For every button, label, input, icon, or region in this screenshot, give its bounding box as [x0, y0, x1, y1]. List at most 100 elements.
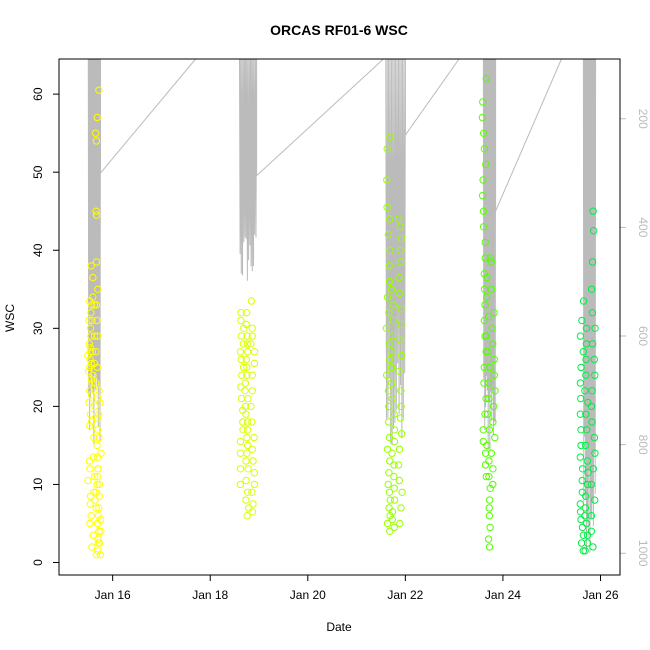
data-point	[84, 367, 93, 375]
data-point	[489, 480, 497, 489]
data-point	[390, 426, 399, 434]
data-point	[386, 496, 394, 504]
data-point	[93, 363, 102, 372]
data-point	[89, 531, 98, 539]
data-point	[92, 207, 100, 215]
data-point	[242, 355, 251, 364]
data-point	[385, 402, 393, 411]
data-point	[484, 410, 492, 418]
data-point	[383, 371, 391, 379]
data-point	[90, 332, 99, 340]
data-point	[486, 523, 494, 532]
data-point	[248, 371, 257, 379]
data-point	[395, 215, 403, 223]
data-point	[386, 355, 394, 364]
right-axis-tick-label: 1000	[636, 540, 650, 567]
data-point	[388, 508, 397, 516]
data-point	[576, 508, 585, 516]
y-axis-label: WSC	[3, 304, 17, 332]
data-point	[237, 316, 245, 325]
data-point	[482, 472, 490, 481]
data-point	[576, 332, 585, 340]
data-point	[95, 387, 103, 395]
x-tick-label: Jan 20	[290, 588, 326, 602]
data-point	[89, 453, 98, 461]
data-point	[243, 433, 251, 442]
data-point	[490, 371, 498, 379]
x-tick-label: Jan 18	[192, 588, 228, 602]
data-point	[480, 379, 488, 387]
y-tick-label: 0	[31, 559, 45, 566]
data-point	[390, 496, 399, 504]
data-point	[577, 394, 585, 403]
data-point	[487, 285, 496, 293]
data-point	[397, 504, 405, 512]
data-point	[250, 348, 259, 356]
data-point	[582, 410, 590, 418]
data-point	[589, 465, 597, 473]
data-point	[237, 394, 246, 403]
data-point	[479, 176, 487, 184]
data-point	[92, 137, 101, 145]
data-point	[242, 320, 250, 329]
data-point	[385, 504, 393, 512]
data-point	[485, 472, 493, 481]
data-point	[480, 145, 489, 153]
data-point	[86, 387, 94, 395]
data-point	[388, 379, 396, 387]
data-point	[87, 418, 96, 426]
data-point	[93, 414, 102, 422]
data-point	[96, 551, 105, 559]
data-point	[85, 340, 94, 348]
data-point	[390, 484, 398, 492]
data-point	[478, 113, 487, 122]
data-point	[578, 316, 586, 325]
data-point	[397, 234, 406, 243]
data-point	[395, 476, 403, 485]
data-point	[97, 515, 105, 524]
data-point	[92, 551, 101, 559]
data-point	[485, 496, 494, 504]
data-point	[244, 394, 252, 403]
data-point	[242, 309, 251, 317]
data-point	[577, 515, 585, 524]
data-point	[590, 433, 599, 442]
data-point	[591, 324, 599, 332]
x-tick-label: Jan 24	[485, 588, 521, 602]
data-point	[583, 457, 592, 465]
data-point	[87, 512, 95, 520]
data-point	[249, 457, 257, 465]
data-point	[582, 324, 591, 332]
data-point	[487, 449, 496, 457]
data-point	[396, 289, 404, 297]
data-point	[86, 355, 94, 364]
data-point	[245, 504, 253, 512]
data-point	[236, 480, 245, 489]
data-point	[243, 348, 252, 356]
data-point	[93, 480, 101, 489]
data-point	[479, 98, 487, 106]
data-point	[237, 309, 245, 317]
data-point	[483, 293, 491, 301]
track-transit-1	[100, 58, 196, 174]
track-transit-2	[256, 58, 384, 177]
data-point	[386, 246, 394, 255]
data-point	[395, 461, 403, 469]
data-point	[386, 457, 394, 465]
data-point	[582, 492, 590, 500]
right-axis-tick-label: 200	[636, 109, 650, 129]
data-point	[482, 160, 490, 169]
data-point	[485, 457, 493, 465]
data-point	[242, 410, 250, 418]
data-point	[397, 305, 405, 313]
data-point	[591, 449, 599, 457]
data-point	[89, 371, 97, 379]
data-point	[243, 363, 251, 372]
data-point	[95, 504, 103, 512]
data-point	[480, 363, 488, 372]
data-point	[390, 437, 399, 446]
data-point	[243, 332, 251, 340]
data-point	[587, 527, 596, 535]
data-point	[249, 500, 257, 508]
data-point	[248, 445, 257, 453]
